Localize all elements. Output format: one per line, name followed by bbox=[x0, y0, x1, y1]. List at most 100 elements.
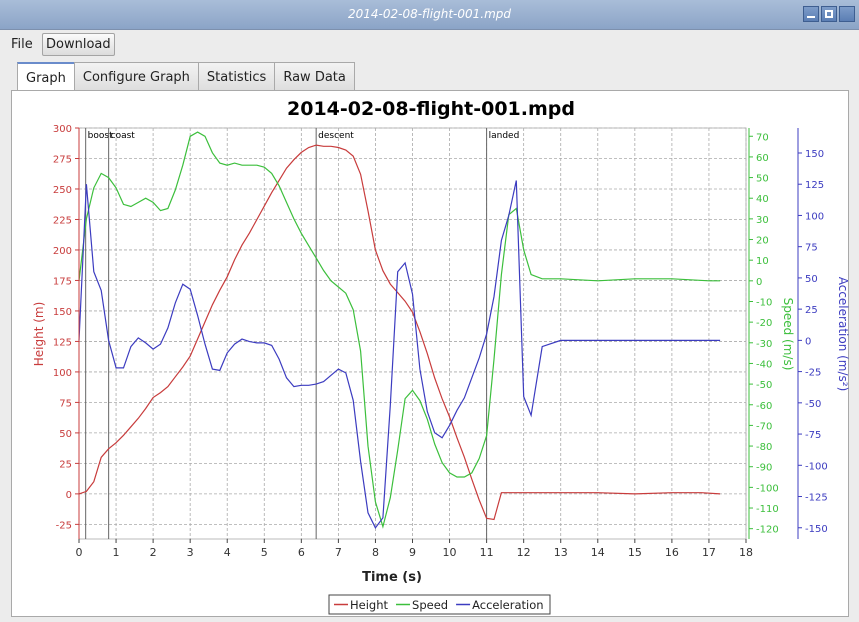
tab-configure-graph[interactable]: Configure Graph bbox=[73, 62, 199, 90]
acceleration-tick-label: 0 bbox=[805, 336, 811, 347]
height-tick-label: 275 bbox=[53, 154, 72, 165]
speed-tick-label: -50 bbox=[756, 380, 772, 391]
speed-tick-label: -80 bbox=[756, 442, 772, 453]
window-title: 2014-02-08-flight-001.mpd bbox=[347, 7, 512, 21]
speed-tick-label: -90 bbox=[756, 463, 772, 474]
height-tick-label: 0 bbox=[66, 490, 72, 501]
acceleration-tick-label: 125 bbox=[805, 180, 824, 191]
download-button[interactable]: Download bbox=[42, 33, 115, 56]
speed-tick-label: -110 bbox=[756, 504, 779, 515]
series-acceleration-line bbox=[78, 180, 721, 529]
height-tick-label: 300 bbox=[53, 124, 72, 135]
legend-box bbox=[328, 594, 551, 615]
speed-tick-label: 30 bbox=[756, 215, 769, 226]
x-tick-label: 17 bbox=[702, 546, 716, 559]
x-tick-label: 3 bbox=[187, 546, 194, 559]
x-tick-label: 8 bbox=[372, 546, 379, 559]
speed-tick-label: 40 bbox=[756, 194, 769, 205]
menu-file[interactable]: File bbox=[11, 37, 33, 52]
acceleration-tick-label: -125 bbox=[805, 493, 828, 504]
event-label: coast bbox=[111, 131, 136, 141]
speed-tick-label: -120 bbox=[756, 525, 779, 536]
x-tick-label: 2 bbox=[150, 546, 157, 559]
speed-tick-label: -20 bbox=[756, 318, 772, 329]
acceleration-tick-label: 25 bbox=[805, 305, 818, 316]
speed-tick-label: 50 bbox=[756, 174, 769, 185]
x-tick-label: 7 bbox=[335, 546, 342, 559]
y-axis-label-acceleration: Acceleration (m/s²) bbox=[836, 277, 850, 392]
speed-tick-label: -10 bbox=[756, 297, 772, 308]
x-tick-label: 16 bbox=[665, 546, 679, 559]
window-titlebar[interactable]: 2014-02-08-flight-001.mpd bbox=[0, 0, 859, 30]
x-tick-label: 15 bbox=[628, 546, 642, 559]
speed-tick-label: 0 bbox=[756, 277, 762, 288]
chart-legend: Height Speed Acceleration bbox=[328, 594, 551, 615]
menu-bar: File Download bbox=[0, 30, 859, 60]
series-height-line bbox=[78, 144, 721, 521]
acceleration-tick-label: -75 bbox=[805, 430, 821, 441]
speed-tick-label: -100 bbox=[756, 483, 779, 494]
height-tick-label: 225 bbox=[53, 215, 72, 226]
x-tick-label: 9 bbox=[409, 546, 416, 559]
window-controls bbox=[803, 6, 855, 22]
tab-graph[interactable]: Graph bbox=[17, 62, 75, 92]
x-tick-label: 5 bbox=[261, 546, 268, 559]
minimize-icon bbox=[807, 16, 815, 18]
tab-bar: Graph Configure Graph Statistics Raw Dat… bbox=[17, 62, 355, 92]
x-tick-label: 10 bbox=[443, 546, 457, 559]
series-speed-line bbox=[78, 131, 721, 529]
legend-label-height: Height bbox=[350, 598, 389, 612]
speed-tick-label: -30 bbox=[756, 339, 772, 350]
x-tick-label: 11 bbox=[480, 546, 494, 559]
height-tick-label: 50 bbox=[59, 429, 72, 440]
x-tick-label: 18 bbox=[739, 546, 753, 559]
speed-tick-label: 10 bbox=[756, 256, 769, 267]
height-tick-label: -25 bbox=[56, 520, 72, 531]
event-label: boost bbox=[88, 131, 113, 141]
grid bbox=[78, 127, 747, 539]
legend-label-acceleration: Acceleration bbox=[472, 598, 543, 612]
acceleration-tick-label: 150 bbox=[805, 149, 824, 160]
acceleration-tick-label: -100 bbox=[805, 461, 828, 472]
height-tick-label: 125 bbox=[53, 337, 72, 348]
speed-tick-label: 20 bbox=[756, 236, 769, 247]
minimize-button[interactable] bbox=[803, 6, 819, 22]
x-tick-label: 12 bbox=[517, 546, 531, 559]
acceleration-tick-label: 75 bbox=[805, 243, 818, 254]
height-tick-label: 200 bbox=[53, 246, 72, 257]
x-tick-label: 4 bbox=[224, 546, 231, 559]
speed-tick-label: -70 bbox=[756, 421, 772, 432]
acceleration-tick-label: 100 bbox=[805, 211, 824, 222]
x-tick-label: 0 bbox=[76, 546, 83, 559]
x-tick-label: 6 bbox=[298, 546, 305, 559]
x-tick-label: 13 bbox=[554, 546, 568, 559]
chart-title: 2014-02-08-flight-001.mpd bbox=[287, 98, 575, 120]
maximize-icon bbox=[825, 10, 833, 18]
acceleration-tick-label: -50 bbox=[805, 399, 821, 410]
acceleration-tick-label: -150 bbox=[805, 524, 828, 535]
event-label: landed bbox=[489, 131, 520, 141]
legend-label-speed: Speed bbox=[412, 598, 448, 612]
tab-statistics[interactable]: Statistics bbox=[197, 62, 276, 90]
acceleration-tick-label: -25 bbox=[805, 368, 821, 379]
event-label: descent bbox=[318, 131, 354, 141]
height-tick-label: 75 bbox=[59, 398, 72, 409]
height-tick-label: 100 bbox=[53, 368, 72, 379]
series-lines bbox=[78, 131, 721, 529]
tab-raw-data[interactable]: Raw Data bbox=[274, 62, 355, 90]
x-axis-label: Time (s) bbox=[362, 570, 422, 585]
close-button[interactable] bbox=[839, 6, 855, 22]
maximize-button[interactable] bbox=[821, 6, 837, 22]
x-tick-label: 1 bbox=[113, 546, 120, 559]
close-icon bbox=[843, 10, 851, 18]
height-tick-label: 250 bbox=[53, 185, 72, 196]
speed-tick-label: -40 bbox=[756, 359, 772, 370]
height-tick-label: 25 bbox=[59, 459, 72, 470]
speed-tick-label: 60 bbox=[756, 153, 769, 164]
height-tick-label: 175 bbox=[53, 276, 72, 287]
speed-tick-label: -60 bbox=[756, 401, 772, 412]
speed-tick-label: 70 bbox=[756, 132, 769, 143]
y-axis-label-height: Height (m) bbox=[32, 302, 46, 367]
acceleration-tick-label: 50 bbox=[805, 274, 818, 285]
